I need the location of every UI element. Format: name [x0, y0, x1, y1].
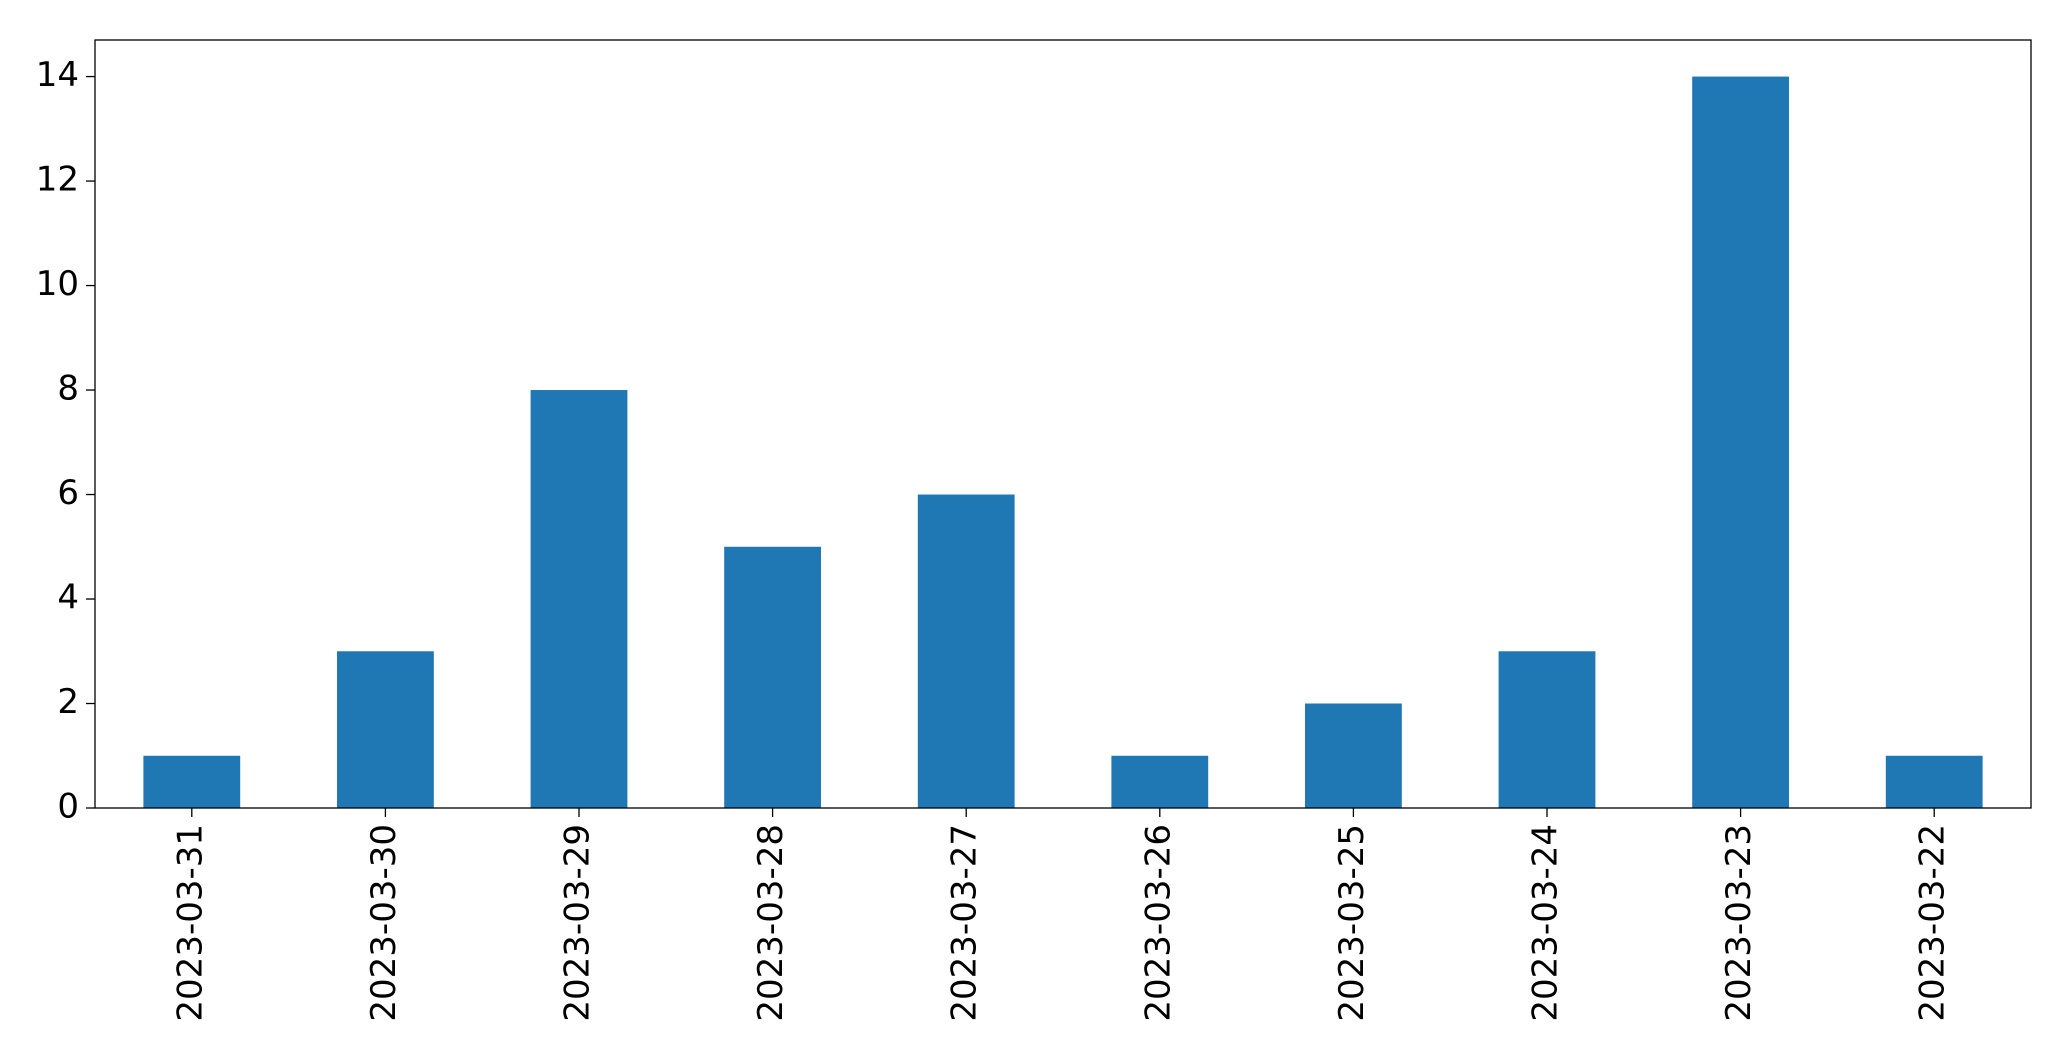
x-tick-label: 2023-03-30 — [364, 824, 404, 1022]
bar — [337, 651, 434, 808]
bar — [1692, 76, 1789, 809]
bar — [1111, 755, 1209, 808]
y-tick-label: 0 — [57, 787, 79, 827]
bar — [917, 494, 1015, 808]
x-tick-label: 2023-03-26 — [1138, 824, 1178, 1022]
bar — [724, 546, 821, 808]
x-tick-label: 2023-03-29 — [558, 824, 598, 1022]
x-tick-label: 2023-03-28 — [751, 824, 791, 1022]
y-tick-label: 8 — [57, 369, 79, 409]
y-tick-label: 10 — [36, 264, 79, 304]
x-tick-label: 2023-03-22 — [1913, 824, 1953, 1022]
bar — [1498, 651, 1596, 808]
x-tick-label: 2023-03-24 — [1526, 824, 1566, 1022]
y-tick-label: 2 — [57, 682, 79, 722]
x-tick-label: 2023-03-27 — [945, 824, 985, 1022]
plot-frame — [94, 39, 2032, 809]
bar — [1305, 703, 1402, 808]
y-tick-label: 12 — [36, 160, 79, 200]
bar — [530, 390, 628, 808]
bar — [143, 755, 241, 808]
x-tick-label: 2023-03-25 — [1332, 824, 1372, 1022]
y-tick-label: 6 — [57, 473, 79, 513]
x-tick-label: 2023-03-31 — [170, 824, 210, 1022]
y-tick-label: 14 — [36, 55, 79, 95]
x-tick-label: 2023-03-23 — [1719, 824, 1759, 1022]
y-tick-label: 4 — [57, 578, 79, 618]
bar — [1885, 755, 1983, 808]
